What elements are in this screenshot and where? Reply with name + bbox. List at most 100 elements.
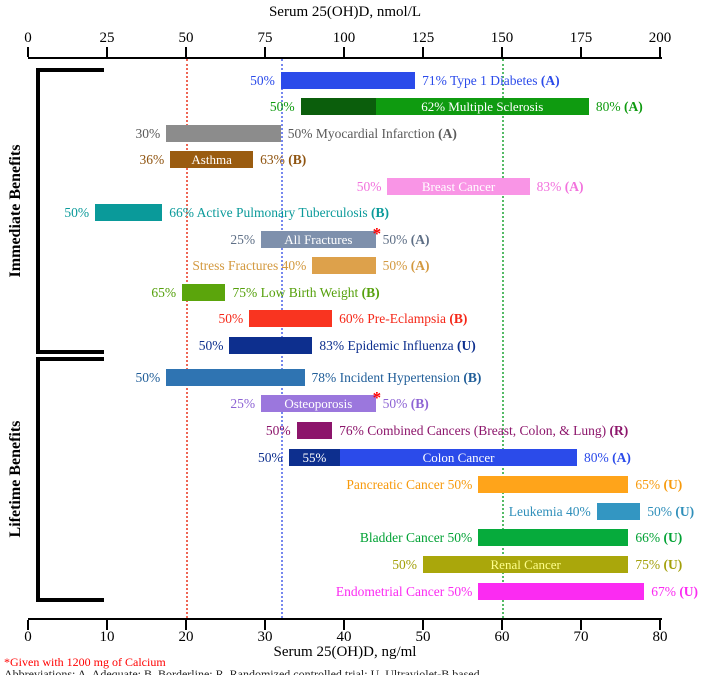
bracket-immediate-spine [36,68,40,354]
grade-label-asthma: (B) [288,152,307,167]
bottom-axis-tick-label: 40 [336,629,352,645]
bar-combined-cancers-breast-colon-lung [296,422,333,439]
grade-label-stress-fractures: (A) [410,258,430,273]
bar-right-label-stress-fractures: 50% (A) [382,258,430,273]
top-axis-tick [27,47,29,57]
bar-left-label-renal-cancer: 50% [392,557,417,572]
bar-right-label-colon-cancer: 80% (A) [584,450,631,465]
bar-inside-label-renal-cancer: Renal Cancer [490,557,561,572]
bottom-axis-tick-label: 30 [257,629,273,645]
group-label-lifetime: Lifetime Benefits [7,420,24,538]
bar-right-label-all-fractures: 50% (A) [382,232,430,247]
bar-left-label-type-1-diabetes: 50% [250,73,275,88]
grade-label-breast-cancer: (A) [564,179,584,194]
bar-right-label-combined-cancers-breast-colon-lung: 76% Combined Cancers (Breast, Colon, & L… [339,423,629,438]
bar-left-label-epidemic-influenza: 50% [198,338,224,353]
bar-endometrial-cancer [478,583,645,600]
bar-pancreatic-cancer [478,476,629,493]
top-axis-tick [106,47,108,57]
bar-bladder-cancer [478,529,629,546]
bottom-axis-tick [185,620,187,630]
top-axis-tick [422,47,424,57]
bar-right-label-breast-cancer: 83% (A) [536,179,584,194]
reference-line-60ng [502,59,504,618]
top-axis-tick-label: 25 [99,30,115,46]
bar-left-label-low-birth-weight: 65% [151,285,177,300]
bar-inside-label-asthma: Asthma [191,152,232,167]
top-axis-tick-label: 75 [257,30,273,46]
top-axis-tick [264,47,266,57]
bar-inside-label-colon-cancer: Colon Cancer [422,450,495,465]
bar-left-label-active-pulmonary-tuberculosis: 50% [64,205,90,220]
bar-right-label-osteoporosis: 50% (B) [382,396,429,411]
bracket-immediate-top-arm [36,68,104,72]
bar-active-pulmonary-tuberculosis [95,204,163,221]
footnote-abbreviations: Abbreviations: A, Adequate; B, Borderlin… [4,667,480,675]
top-axis-tick [659,47,661,57]
bar-colon-cancer [288,449,341,466]
bar-breast-cancer [387,178,530,195]
top-axis-tick-label: 150 [490,30,514,46]
footnote-calcium: *Given with 1200 mg of Calcium [4,655,166,669]
bottom-axis-tick [264,620,266,630]
bar-left-label-leukemia: Leukemia 40% [508,504,591,519]
bar-pre-eclampsia [249,310,333,327]
grade-label-bladder-cancer: (U) [663,530,683,545]
bar-left-label-incident-hypertension: 50% [135,370,161,385]
asterisk-all-fractures: * [372,224,382,243]
bar-right-label-multiple-sclerosis: 80% (A) [595,99,643,114]
bottom-axis-tick [501,620,503,630]
bar-left-label-pre-eclampsia: 50% [218,311,244,326]
bar-left-label-asthma: 36% [139,152,165,167]
bar-left-label-pancreatic-cancer: Pancreatic Cancer 50% [346,477,473,492]
reference-line-20ng [186,59,188,618]
bar-right-label-low-birth-weight: 75% Low Birth Weight (B) [232,285,380,300]
grade-label-endometrial-cancer: (U) [679,584,699,599]
bar-right-label-renal-cancer: 75% (U) [635,557,683,572]
bar-left-label-endometrial-cancer: Endometrial Cancer 50% [335,584,473,599]
top-axis-tick-label: 200 [648,30,672,46]
bar-left-label-breast-cancer: 50% [356,179,382,194]
bottom-axis-tick [580,620,582,630]
bar-leukemia [596,503,641,520]
top-axis-tick-label: 0 [24,30,32,46]
grade-label-pancreatic-cancer: (U) [663,477,683,492]
grade-label-colon-cancer: (A) [612,450,631,465]
grade-label-epidemic-influenza: (U) [456,338,476,353]
bar-inside-label-multiple-sclerosis: 62% Multiple Sclerosis [421,99,544,114]
bar-right-label-type-1-diabetes: 71% Type 1 Diabetes (A) [422,73,560,88]
bar-left-label-stress-fractures: Stress Fractures 40% [192,258,307,273]
grade-label-leukemia: (U) [675,504,695,519]
bottom-axis-tick-label: 50 [415,629,431,645]
group-label-immediate: Immediate Benefits [7,144,24,278]
bar-inside-label-colon-cancer: 55% [302,450,327,465]
bracket-lifetime-top-arm [36,357,104,361]
bar-right-label-bladder-cancer: 66% (U) [635,530,683,545]
bottom-axis-title: Serum 25(OH)D, ng/ml [273,644,417,660]
bar-right-label-epidemic-influenza: 83% Epidemic Influenza (U) [319,338,476,353]
bottom-axis-tick-label: 80 [652,629,668,645]
bottom-axis-tick-label: 0 [24,629,32,645]
bar-left-label-all-fractures: 25% [230,232,256,247]
grade-label-type-1-diabetes: (A) [540,73,560,88]
bar-incident-hypertension [166,369,305,386]
bottom-axis-line [28,618,662,620]
grade-label-low-birth-weight: (B) [361,285,380,300]
bar-left-label-bladder-cancer: Bladder Cancer 50% [359,530,473,545]
bar-multiple-sclerosis [375,98,589,115]
bracket-lifetime-spine [36,357,40,602]
bar-inside-label-all-fractures: All Fractures [284,232,353,247]
top-axis-title: Serum 25(OH)D, nmol/L [268,4,422,20]
bar-renal-cancer [423,556,629,573]
bar-right-label-endometrial-cancer: 67% (U) [651,584,699,599]
bar-type-1-diabetes [280,72,416,89]
bar-asthma [170,151,254,168]
grade-label-pre-eclampsia: (B) [449,311,468,326]
top-axis-tick [343,47,345,57]
top-axis-tick-label: 125 [411,30,435,46]
bottom-axis-tick [659,620,661,630]
asterisk-osteoporosis: * [372,388,382,407]
grade-label-multiple-sclerosis: (A) [624,99,643,114]
bar-right-label-asthma: 63% (B) [260,152,307,167]
